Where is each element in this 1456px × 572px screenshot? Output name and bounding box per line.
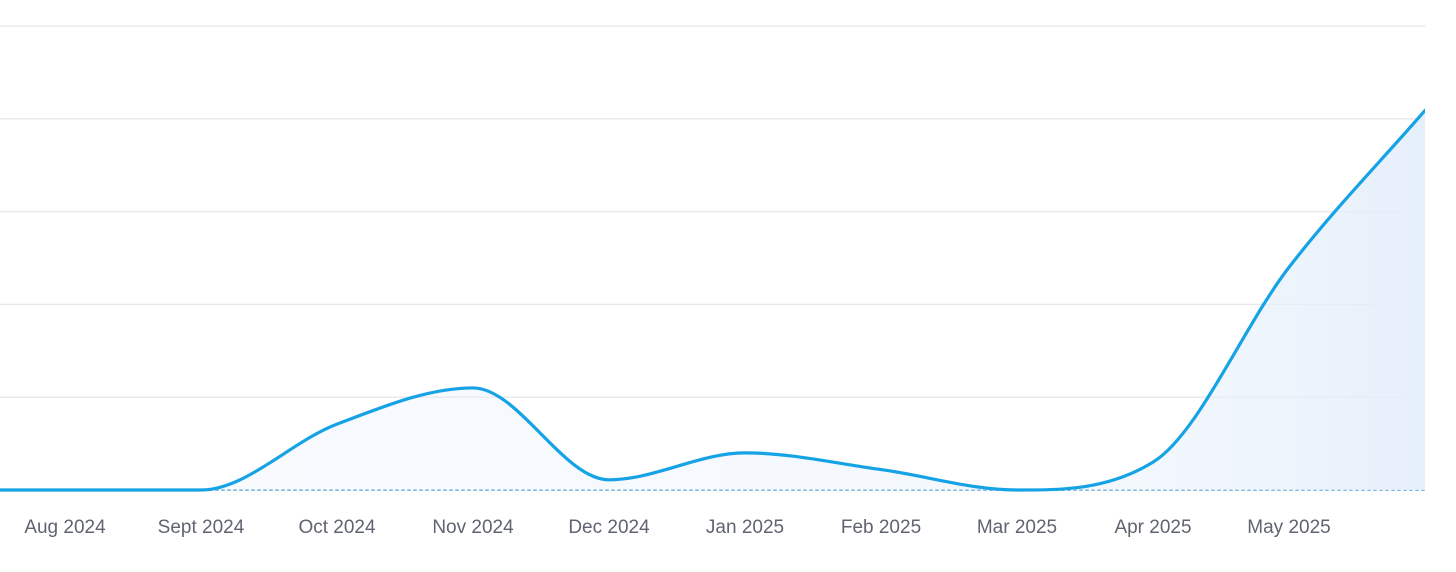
area <box>0 110 1425 491</box>
x-tick-label: Jan 2025 <box>706 517 784 538</box>
x-tick-label: May 2025 <box>1247 517 1330 538</box>
plot-area <box>0 108 1425 492</box>
x-tick-label: Apr 2025 <box>1114 517 1191 538</box>
line <box>0 108 1425 492</box>
x-tick-label: Sept 2024 <box>158 517 245 538</box>
x-tick-label: Feb 2025 <box>841 517 921 538</box>
x-tick-label: Aug 2024 <box>24 517 106 538</box>
x-tick-label: Oct 2024 <box>298 517 376 538</box>
x-tick-label: Dec 2024 <box>568 517 650 538</box>
x-tick-label: Mar 2025 <box>977 517 1057 538</box>
x-axis: Aug 2024 Sept 2024 Oct 2024 Nov 2024 Dec 202… <box>24 517 1330 538</box>
x-tick-label: Nov 2024 <box>432 517 514 538</box>
